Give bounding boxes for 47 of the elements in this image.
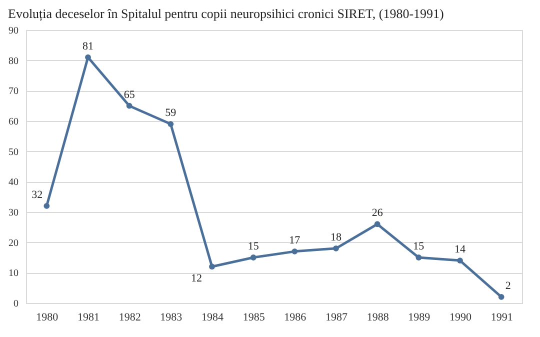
x-tick-label: 1986	[284, 312, 307, 324]
point	[250, 254, 256, 260]
x-tick-label: 1980	[36, 312, 59, 324]
point	[209, 264, 215, 270]
point	[498, 294, 504, 300]
y-tick-label: 60	[8, 116, 18, 128]
point	[374, 221, 380, 228]
x-tick-label: 1982	[118, 312, 141, 324]
data-label: 26	[372, 207, 384, 220]
chart-title: Evoluția deceselor în Spitalul pentru copii neuropsihici cronici SIRET, (1980-1991)	[8, 6, 444, 21]
data-label: 15	[248, 240, 260, 252]
x-tick-label: 1991	[490, 312, 513, 324]
y-tick-label: 90	[8, 26, 18, 36]
data-label: 15	[413, 240, 425, 252]
x-tick-label: 1989	[408, 312, 431, 324]
data-label: 18	[330, 231, 342, 244]
x-tick-label: 1988	[366, 312, 390, 324]
data-label: 59	[165, 107, 177, 120]
y-tick-label: 20	[8, 238, 18, 249]
data-label: 17	[289, 234, 301, 246]
data-label: 65	[124, 88, 136, 101]
y-tick-label: 30	[8, 208, 18, 218]
point	[416, 254, 422, 260]
x-tick-label: 1984	[202, 312, 224, 324]
y-tick-label: 10	[8, 268, 18, 280]
point	[333, 245, 339, 252]
point	[168, 121, 174, 127]
point	[44, 202, 50, 209]
y-tick-label: 0	[14, 298, 18, 310]
point	[292, 248, 298, 254]
y-tick-label: 40	[8, 177, 18, 188]
data-label: 2	[505, 280, 511, 292]
x-tick-label: 1981	[78, 312, 100, 324]
point	[85, 54, 91, 60]
x-tick-label: 1987	[326, 312, 348, 324]
data-label: 32	[32, 188, 43, 201]
y-tick-label: 80	[8, 56, 18, 67]
x-tick-label: 1985	[242, 312, 266, 324]
data-label: 81	[82, 40, 94, 52]
x-tick-label: 1990	[450, 312, 472, 324]
data-label: 12	[191, 272, 202, 285]
x-tick-label: 1983	[160, 312, 183, 324]
y-tick-label: 50	[8, 146, 18, 158]
point	[126, 102, 132, 109]
data-label: 14	[454, 244, 466, 256]
point	[457, 258, 463, 264]
y-tick-label: 70	[8, 86, 18, 98]
